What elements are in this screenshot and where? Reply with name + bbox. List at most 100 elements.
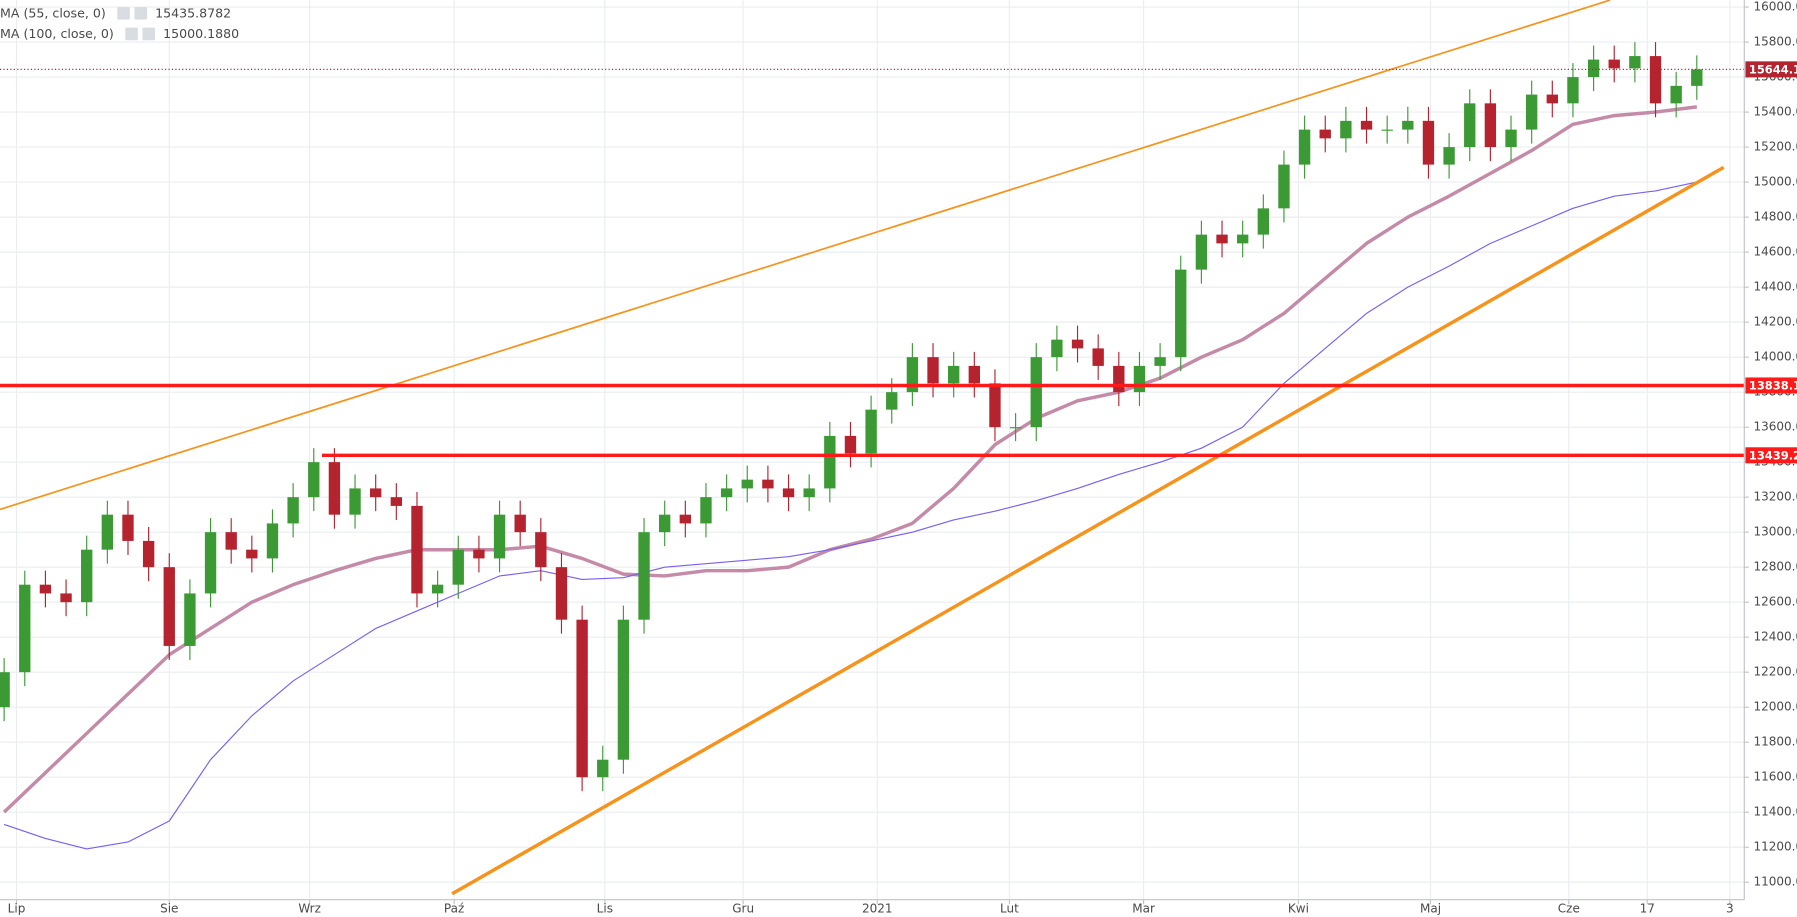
candle-body: [535, 532, 547, 568]
candle-body: [81, 549, 93, 603]
y-tick-label: 14600.0: [1753, 245, 1797, 259]
candle-body: [204, 532, 217, 594]
y-tick-label: 15000.0: [1753, 175, 1797, 189]
candle-body: [1319, 129, 1331, 139]
candle-body: [906, 357, 919, 393]
candle-body: [390, 497, 403, 506]
close-icon: [142, 27, 156, 41]
candle-body: [1691, 69, 1703, 86]
y-tick-label: 12200.0: [1753, 665, 1797, 679]
candle-body: [1670, 85, 1682, 104]
candle-body: [1009, 427, 1022, 429]
candle-body: [1154, 357, 1166, 366]
candle-body: [948, 365, 960, 384]
moving-average-line: [3, 181, 1697, 850]
candle-body: [1422, 120, 1435, 165]
x-tick-label: 3: [1726, 901, 1734, 915]
y-tick-label: 11200.0: [1753, 840, 1797, 854]
candle-body: [1505, 129, 1517, 148]
candle-body: [122, 514, 134, 541]
candle-body: [1030, 357, 1042, 428]
candle-body: [0, 672, 10, 708]
candle-body: [142, 540, 155, 568]
candle-body: [638, 532, 650, 620]
y-tick-label: 14000.0: [1753, 350, 1797, 364]
candle-body: [1360, 120, 1373, 130]
y-tick-label: 16000.0: [1753, 0, 1797, 14]
candle-body: [844, 435, 857, 454]
legend-value: 15435.8782: [155, 5, 231, 20]
level-label: 13439.2: [1749, 448, 1797, 462]
candle-body: [1402, 120, 1414, 130]
candle-body: [19, 584, 31, 673]
candle-body: [1092, 348, 1104, 366]
legend-label: MA (55, close, 0): [0, 5, 106, 20]
candle-body: [720, 488, 733, 498]
candle-body: [1649, 56, 1662, 104]
x-tick-label: Lip: [8, 901, 26, 915]
candle-body: [60, 593, 72, 603]
level-box: [1745, 377, 1797, 394]
y-tick-label: 11000.0: [1753, 875, 1797, 889]
candle-body: [700, 497, 712, 524]
y-tick-label: 15200.0: [1753, 140, 1797, 154]
y-tick-label: 13200.0: [1753, 490, 1797, 504]
candle-body: [762, 479, 774, 489]
x-tick-label: Paź: [444, 901, 464, 915]
x-tick-label: Lut: [1000, 901, 1019, 915]
candle-body: [514, 514, 526, 533]
candle-body: [886, 392, 898, 410]
candle-body: [1525, 94, 1538, 130]
candle-body: [266, 523, 279, 559]
y-tick-label: 11800.0: [1753, 735, 1797, 749]
candle-body: [163, 567, 175, 646]
candle-body: [1484, 103, 1497, 148]
x-tick-label: Gru: [732, 901, 754, 915]
candle-body: [989, 383, 1001, 428]
y-tick-label: 13000.0: [1753, 525, 1797, 539]
legend: MA (55, close, 0) 15435.8782 MA (100, clos…: [0, 5, 239, 41]
y-tick-label: 11400.0: [1753, 805, 1797, 819]
candle-body: [1464, 103, 1476, 148]
trend-line: [451, 165, 1725, 896]
candle-body: [411, 505, 423, 594]
candle-body: [1051, 339, 1063, 358]
candle-body: [1278, 164, 1290, 209]
candle-body: [1381, 129, 1393, 131]
y-tick-label: 12600.0: [1753, 595, 1797, 609]
candle-body: [679, 514, 692, 524]
candle-body: [968, 365, 980, 384]
settings-icon: [117, 6, 130, 20]
level-label: 13838.1: [1749, 379, 1797, 393]
x-tick-label: Wrz: [298, 901, 321, 915]
x-tick-label: Mar: [1132, 901, 1155, 915]
candle-body: [39, 584, 52, 594]
candle-body: [308, 462, 320, 498]
candle-body: [1071, 339, 1084, 349]
candle-body: [225, 532, 237, 550]
candle-body: [1113, 365, 1125, 393]
candle-body: [1546, 94, 1558, 104]
candle-body: [287, 497, 299, 524]
y-tick-label: 15400.0: [1753, 105, 1797, 119]
candle-body: [328, 462, 341, 515]
x-tick-label: 2021: [862, 901, 893, 915]
candle-body: [659, 514, 671, 533]
y-tick-label: 12400.0: [1753, 630, 1797, 644]
candle-body: [1298, 129, 1311, 165]
candle-body: [741, 479, 753, 489]
candle-body: [1216, 234, 1228, 244]
y-tick-label: 15800.0: [1753, 35, 1797, 49]
candle-body: [1236, 234, 1249, 244]
close-icon: [134, 6, 148, 20]
candle-body: [576, 619, 588, 778]
candle-body: [370, 488, 382, 498]
x-tick-label: Maj: [1420, 901, 1441, 915]
candle-body: [927, 357, 939, 384]
trend-line: [0, 0, 1611, 511]
candle-body: [1567, 77, 1579, 104]
candle-body: [1443, 147, 1455, 165]
moving-average-line: [2, 105, 1698, 814]
